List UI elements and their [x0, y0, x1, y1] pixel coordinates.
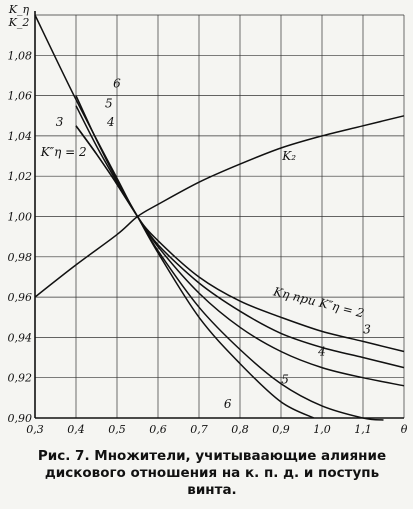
annotation-label: K₂	[281, 149, 296, 163]
series-line-0	[34, 115, 405, 298]
y-tick-label: 0,96	[8, 291, 33, 304]
y-axis-label-k-eta: K_η	[8, 3, 30, 16]
x-tick-label: 0,8	[231, 423, 249, 436]
annotation-label: 3	[56, 115, 64, 129]
x-tick-label: 0,7	[190, 423, 208, 436]
x-tick-labels: 0,3 0,4 0,5 0,6 0,7 0,8 0,9 1,0 1,1 θ	[26, 423, 407, 436]
annotation-label: Kη при K″η = 2	[271, 284, 365, 320]
y-tick-label: 1,08	[8, 49, 33, 62]
annotation-label: 4	[317, 345, 326, 359]
y-tick-label: 0,94	[8, 331, 33, 344]
series-lines	[34, 14, 405, 421]
axes	[34, 11, 404, 419]
annotation-label: 6	[113, 77, 121, 91]
annotation-label: 6	[224, 397, 232, 411]
x-tick-label: 0,3	[26, 423, 44, 436]
y-axis-label-k2: K_2	[8, 16, 30, 29]
annotation-label: 5	[281, 373, 289, 387]
x-tick-label: θ	[401, 423, 408, 436]
annotation-label: 3	[363, 322, 371, 336]
grid	[34, 14, 405, 419]
series-line-5	[75, 95, 315, 419]
y-tick-label: 0,92	[8, 372, 33, 385]
y-tick-label: 0,98	[8, 251, 33, 264]
x-tick-label: 0,5	[108, 423, 126, 436]
annotation-label: 5	[105, 97, 113, 111]
y-tick-label: 1,00	[8, 211, 33, 224]
series-line-1	[34, 14, 405, 353]
y-tick-label: 0,90	[8, 412, 33, 425]
series-line-4	[75, 105, 384, 421]
y-tick-labels: 0,90 0,92 0,94 0,96 0,98 1,00 1,02 1,04 1,06 1,08…	[8, 3, 33, 425]
x-tick-label: 0,4	[67, 423, 85, 436]
x-tick-label: 1,1	[354, 423, 372, 436]
x-tick-label: 0,6	[149, 423, 167, 436]
y-tick-label: 1,04	[8, 130, 33, 143]
y-tick-label: 1,06	[8, 90, 33, 103]
x-tick-label: 1,0	[313, 423, 331, 436]
figure-caption: Рис. 7. Множители, учитываающие алияние …	[37, 448, 387, 498]
annotation-label: K″η = 2	[40, 145, 87, 159]
series-line-3	[75, 125, 405, 387]
x-tick-label: 0,9	[272, 423, 290, 436]
chart: 0,3 0,4 0,5 0,6 0,7 0,8 0,9 1,0 1,1 θ 0,900,920,9…	[8, 3, 408, 436]
y-tick-label: 1,02	[8, 170, 33, 183]
annotation-label: 4	[106, 115, 115, 129]
